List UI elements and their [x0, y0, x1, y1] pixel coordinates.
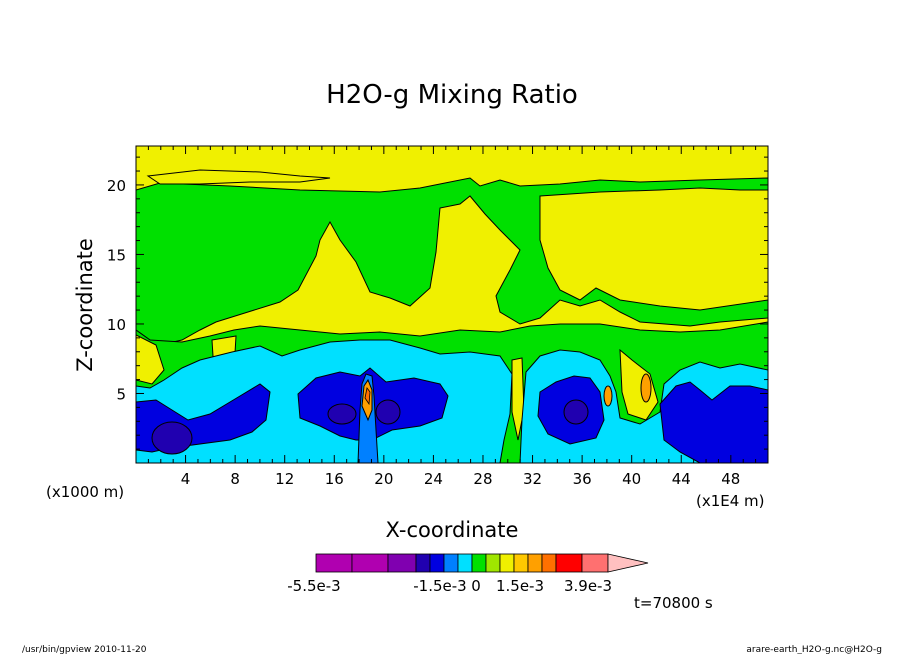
yellow-inclusion	[511, 357, 525, 441]
colorbar-swatch	[315, 553, 353, 573]
x-tick-label: 4	[181, 470, 191, 488]
colorbar-swatch	[351, 553, 389, 573]
y-axis: 5 10 15 20	[107, 156, 768, 450]
yellow-inclusion	[136, 334, 165, 385]
colorbar-label: -5.5e-3	[287, 577, 340, 595]
yellow-patch	[146, 169, 331, 185]
colorbar-swatch	[527, 553, 543, 573]
footer-right: arare-earth_H2O-g.nc@H2O-g	[746, 645, 882, 654]
x-axis: 4 8 12 16 20 24 28 32 36 40 44 48	[147, 146, 757, 488]
x-unit-left: (x1000 m)	[46, 483, 124, 501]
plot-area	[136, 146, 768, 463]
y-tick-label: 15	[107, 246, 126, 264]
chart-title: H2O-g Mixing Ratio	[326, 80, 578, 110]
colorbar-swatch	[499, 553, 515, 573]
x-tick-label: 40	[622, 470, 641, 488]
y-tick-label: 20	[107, 177, 126, 195]
x-tick-label: 36	[573, 470, 592, 488]
footer-left: /usr/bin/gpview 2010-11-20	[22, 645, 147, 654]
blue-region	[659, 381, 768, 463]
colorbar-arrow	[607, 553, 649, 573]
colorbar-label: 0	[471, 577, 481, 595]
colorbar-label: 3.9e-3	[564, 577, 612, 595]
x-tick-label: 12	[275, 470, 294, 488]
y-axis-label: Z-coordinate	[73, 238, 97, 372]
colorbar-swatch	[485, 553, 501, 573]
plot-frame	[135, 145, 769, 464]
dark-core	[327, 403, 357, 425]
yellow-inclusion	[619, 348, 659, 421]
colorbar-swatch	[471, 553, 487, 573]
colorbar-labels: -5.5e-3 -1.5e-3 0 1.5e-3 3.9e-3	[287, 577, 612, 595]
yellow-tongue	[539, 187, 768, 311]
orange-cell	[640, 373, 652, 403]
colorbar-swatch	[415, 553, 431, 573]
colorbar-swatch	[555, 553, 583, 573]
x-tick-label: 8	[230, 470, 240, 488]
plume-tip	[364, 387, 371, 406]
colorbar-swatch	[581, 553, 609, 573]
x-tick-label: 20	[374, 470, 393, 488]
colorbar	[315, 553, 649, 573]
x-unit-right: (x1E4 m)	[696, 492, 765, 510]
x-tick-label: 32	[523, 470, 542, 488]
dark-core	[375, 399, 401, 425]
colorbar-swatch	[513, 553, 529, 573]
y-tick-label: 5	[116, 385, 126, 403]
x-axis-label: X-coordinate	[386, 518, 519, 542]
x-tick-label: 48	[721, 470, 740, 488]
x-tick-label: 44	[672, 470, 691, 488]
colorbar-swatch	[541, 553, 557, 573]
x-tick-label: 24	[424, 470, 443, 488]
colorbar-swatch	[387, 553, 417, 573]
colorbar-label: -1.5e-3	[413, 577, 466, 595]
dark-core	[563, 399, 589, 425]
dark-core	[151, 421, 193, 455]
colorbar-swatch	[429, 553, 445, 573]
x-tick-label: 16	[325, 470, 344, 488]
time-label: t=70800 s	[634, 594, 713, 612]
orange-cell	[603, 385, 613, 407]
colorbar-swatch	[457, 553, 473, 573]
colorbar-swatch	[443, 553, 459, 573]
y-tick-label: 10	[107, 316, 126, 334]
x-tick-label: 28	[473, 470, 492, 488]
colorbar-label: 1.5e-3	[496, 577, 544, 595]
